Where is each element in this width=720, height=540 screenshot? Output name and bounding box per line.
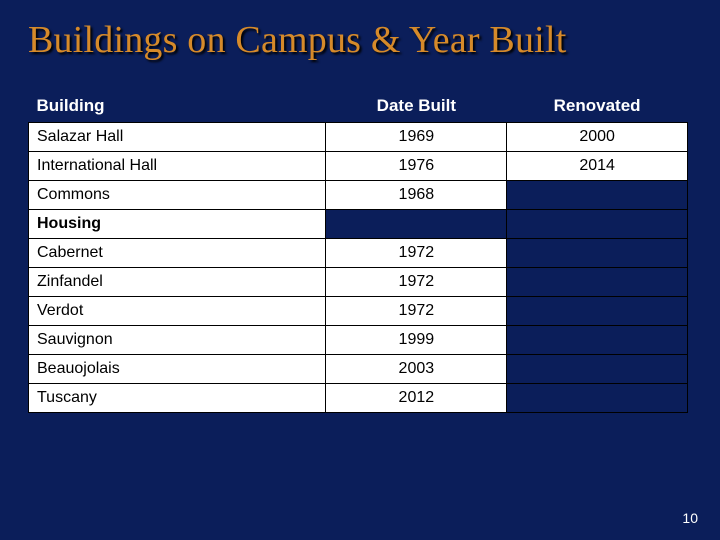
table-row: Beauojolais2003 bbox=[29, 355, 688, 384]
date-built-cell: 2003 bbox=[326, 355, 507, 384]
table-body: Salazar Hall19692000International Hall19… bbox=[29, 123, 688, 413]
buildings-table: Building Date Built Renovated Salazar Ha… bbox=[28, 90, 688, 413]
page-number: 10 bbox=[682, 510, 698, 526]
renovated-cell bbox=[507, 355, 688, 384]
table-row: Tuscany2012 bbox=[29, 384, 688, 413]
table-row: Zinfandel1972 bbox=[29, 268, 688, 297]
building-cell: Zinfandel bbox=[29, 268, 326, 297]
date-built-cell: 1972 bbox=[326, 297, 507, 326]
building-cell: Sauvignon bbox=[29, 326, 326, 355]
date-built-cell: 1972 bbox=[326, 239, 507, 268]
table-row: Verdot1972 bbox=[29, 297, 688, 326]
slide-title: Buildings on Campus & Year Built bbox=[28, 18, 692, 62]
renovated-cell bbox=[507, 210, 688, 239]
date-built-cell: 1969 bbox=[326, 123, 507, 152]
column-header-renovated: Renovated bbox=[507, 90, 688, 123]
section-cell: Housing bbox=[29, 210, 326, 239]
table-row: International Hall19762014 bbox=[29, 152, 688, 181]
date-built-cell: 2012 bbox=[326, 384, 507, 413]
building-cell: Verdot bbox=[29, 297, 326, 326]
table-row: Salazar Hall19692000 bbox=[29, 123, 688, 152]
column-header-date-built: Date Built bbox=[326, 90, 507, 123]
table-row: Cabernet1972 bbox=[29, 239, 688, 268]
table-row: Commons1968 bbox=[29, 181, 688, 210]
date-built-cell bbox=[326, 210, 507, 239]
building-cell: Commons bbox=[29, 181, 326, 210]
building-cell: Cabernet bbox=[29, 239, 326, 268]
renovated-cell: 2014 bbox=[507, 152, 688, 181]
building-cell: Beauojolais bbox=[29, 355, 326, 384]
renovated-cell bbox=[507, 297, 688, 326]
renovated-cell bbox=[507, 268, 688, 297]
date-built-cell: 1976 bbox=[326, 152, 507, 181]
renovated-cell bbox=[507, 181, 688, 210]
building-cell: International Hall bbox=[29, 152, 326, 181]
table-row: Housing bbox=[29, 210, 688, 239]
building-cell: Tuscany bbox=[29, 384, 326, 413]
building-cell: Salazar Hall bbox=[29, 123, 326, 152]
date-built-cell: 1968 bbox=[326, 181, 507, 210]
column-header-building: Building bbox=[29, 90, 326, 123]
slide: Buildings on Campus & Year Built Buildin… bbox=[0, 0, 720, 540]
table-row: Sauvignon1999 bbox=[29, 326, 688, 355]
table-header-row: Building Date Built Renovated bbox=[29, 90, 688, 123]
renovated-cell: 2000 bbox=[507, 123, 688, 152]
date-built-cell: 1972 bbox=[326, 268, 507, 297]
date-built-cell: 1999 bbox=[326, 326, 507, 355]
renovated-cell bbox=[507, 326, 688, 355]
renovated-cell bbox=[507, 239, 688, 268]
renovated-cell bbox=[507, 384, 688, 413]
